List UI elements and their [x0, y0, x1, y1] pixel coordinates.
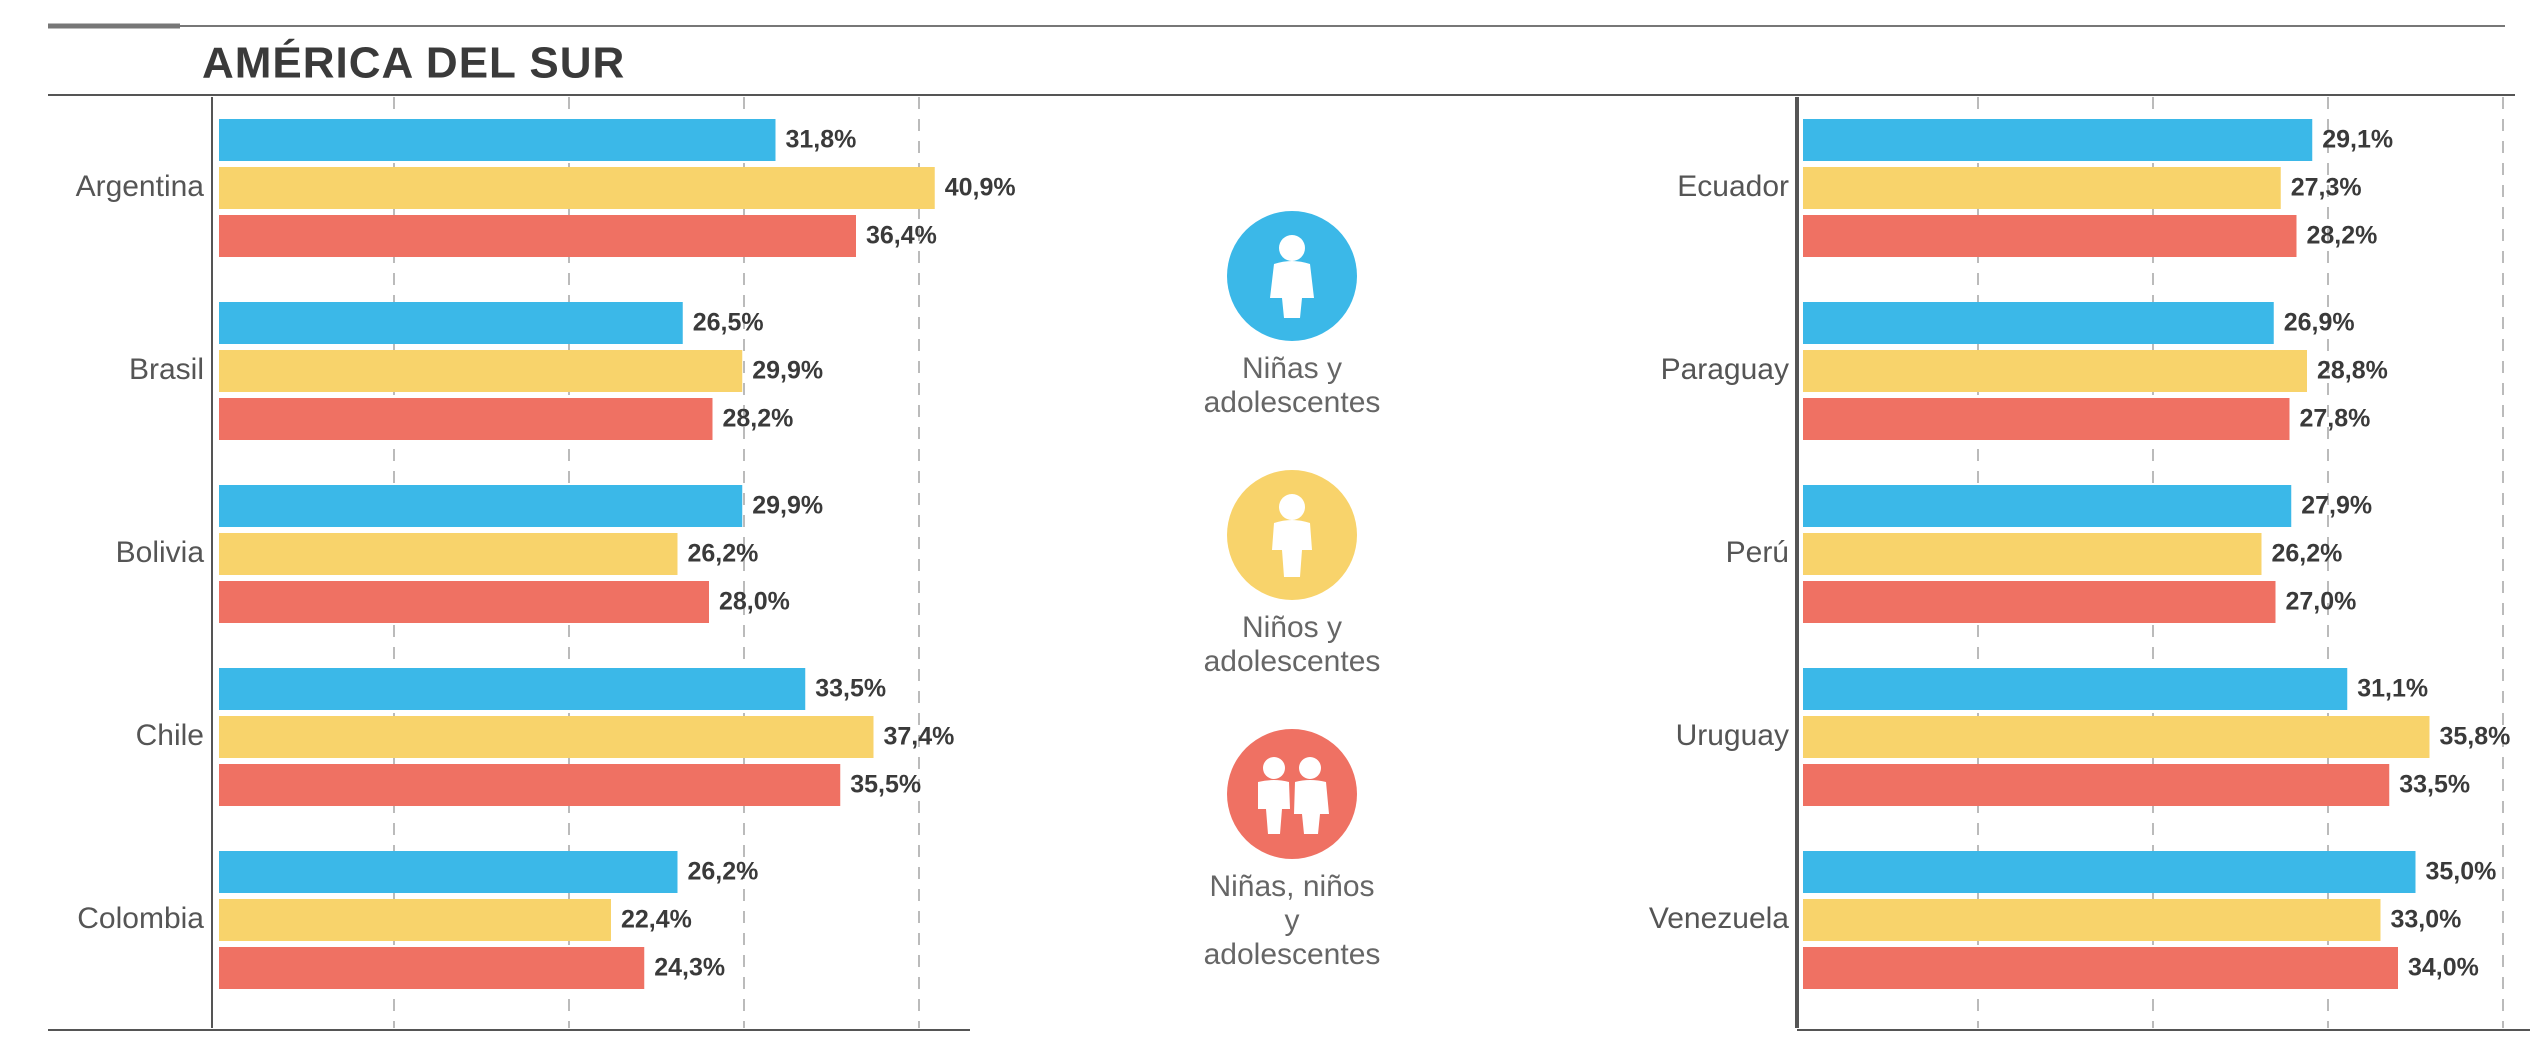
bar — [219, 302, 683, 344]
bar — [1803, 668, 2348, 710]
bar — [219, 533, 678, 575]
bar — [1803, 215, 2297, 257]
value-label: 31,1% — [2357, 675, 2428, 703]
value-label: 26,5% — [693, 309, 764, 337]
category-label: Uruguay — [1676, 719, 1789, 752]
value-label: 27,3% — [2291, 174, 2362, 202]
value-label: 33,5% — [2399, 771, 2470, 799]
bar — [219, 167, 935, 209]
bar — [219, 485, 743, 527]
bar — [219, 947, 645, 989]
bar — [1803, 302, 2274, 344]
value-label: 28,8% — [2317, 357, 2388, 385]
value-label: 27,8% — [2300, 405, 2371, 433]
value-label: 37,4% — [884, 723, 955, 751]
bar — [219, 764, 841, 806]
legend-icon — [1227, 729, 1357, 859]
value-label: 26,2% — [688, 858, 759, 886]
value-label: 29,9% — [752, 492, 823, 520]
bar — [1803, 764, 2390, 806]
category-label: Paraguay — [1661, 353, 1789, 386]
bar — [1803, 716, 2430, 758]
value-label: 36,4% — [866, 222, 937, 250]
bar — [1803, 851, 2416, 893]
bar — [219, 350, 743, 392]
value-label: 24,3% — [654, 954, 725, 982]
value-label: 34,0% — [2408, 954, 2479, 982]
legend-label: Niños y adolescentes — [1203, 611, 1381, 678]
value-label: 35,5% — [850, 771, 921, 799]
bar — [219, 851, 678, 893]
value-label: 26,2% — [688, 540, 759, 568]
legend-icon — [1227, 211, 1357, 341]
bar — [219, 581, 709, 623]
value-label: 28,0% — [719, 588, 790, 616]
category-label: Chile — [136, 719, 204, 752]
value-label: 29,1% — [2322, 126, 2393, 154]
value-label: 22,4% — [621, 906, 692, 934]
bar — [1803, 485, 2292, 527]
value-label: 26,9% — [2284, 309, 2355, 337]
chart-title: AMÉRICA DEL SUR — [202, 38, 625, 88]
legend-icon — [1227, 470, 1357, 600]
value-label: 26,2% — [2272, 540, 2343, 568]
category-label: Bolivia — [116, 536, 205, 569]
value-label: 28,2% — [723, 405, 794, 433]
value-label: 31,8% — [786, 126, 857, 154]
value-label: 33,0% — [2391, 906, 2462, 934]
value-label: 27,9% — [2301, 492, 2372, 520]
bar — [219, 398, 713, 440]
value-label: 29,9% — [752, 357, 823, 385]
bar — [219, 899, 611, 941]
bar — [219, 215, 856, 257]
bar — [1803, 350, 2307, 392]
legend-label: Niñas y adolescentes — [1203, 352, 1381, 419]
value-label: 33,5% — [815, 675, 886, 703]
bar — [1803, 398, 2290, 440]
value-label: 27,0% — [2286, 588, 2357, 616]
category-label: Argentina — [76, 170, 205, 203]
bar — [1803, 947, 2398, 989]
bar — [219, 668, 806, 710]
bar — [219, 716, 874, 758]
category-label: Colombia — [77, 902, 204, 935]
bar — [1803, 533, 2262, 575]
category-label: Perú — [1726, 536, 1789, 569]
bar — [1803, 581, 2276, 623]
value-label: 28,2% — [2307, 222, 2378, 250]
category-label: Ecuador — [1677, 170, 1789, 203]
value-label: 35,0% — [2426, 858, 2497, 886]
bar — [1803, 167, 2281, 209]
bar — [219, 119, 776, 161]
bar — [1803, 119, 2313, 161]
bar — [1803, 899, 2381, 941]
legend-label: Niñas, niños y adolescentes — [1203, 870, 1381, 971]
category-label: Venezuela — [1649, 902, 1789, 935]
value-label: 35,8% — [2440, 723, 2511, 751]
category-label: Brasil — [129, 353, 204, 386]
value-label: 40,9% — [945, 174, 1016, 202]
